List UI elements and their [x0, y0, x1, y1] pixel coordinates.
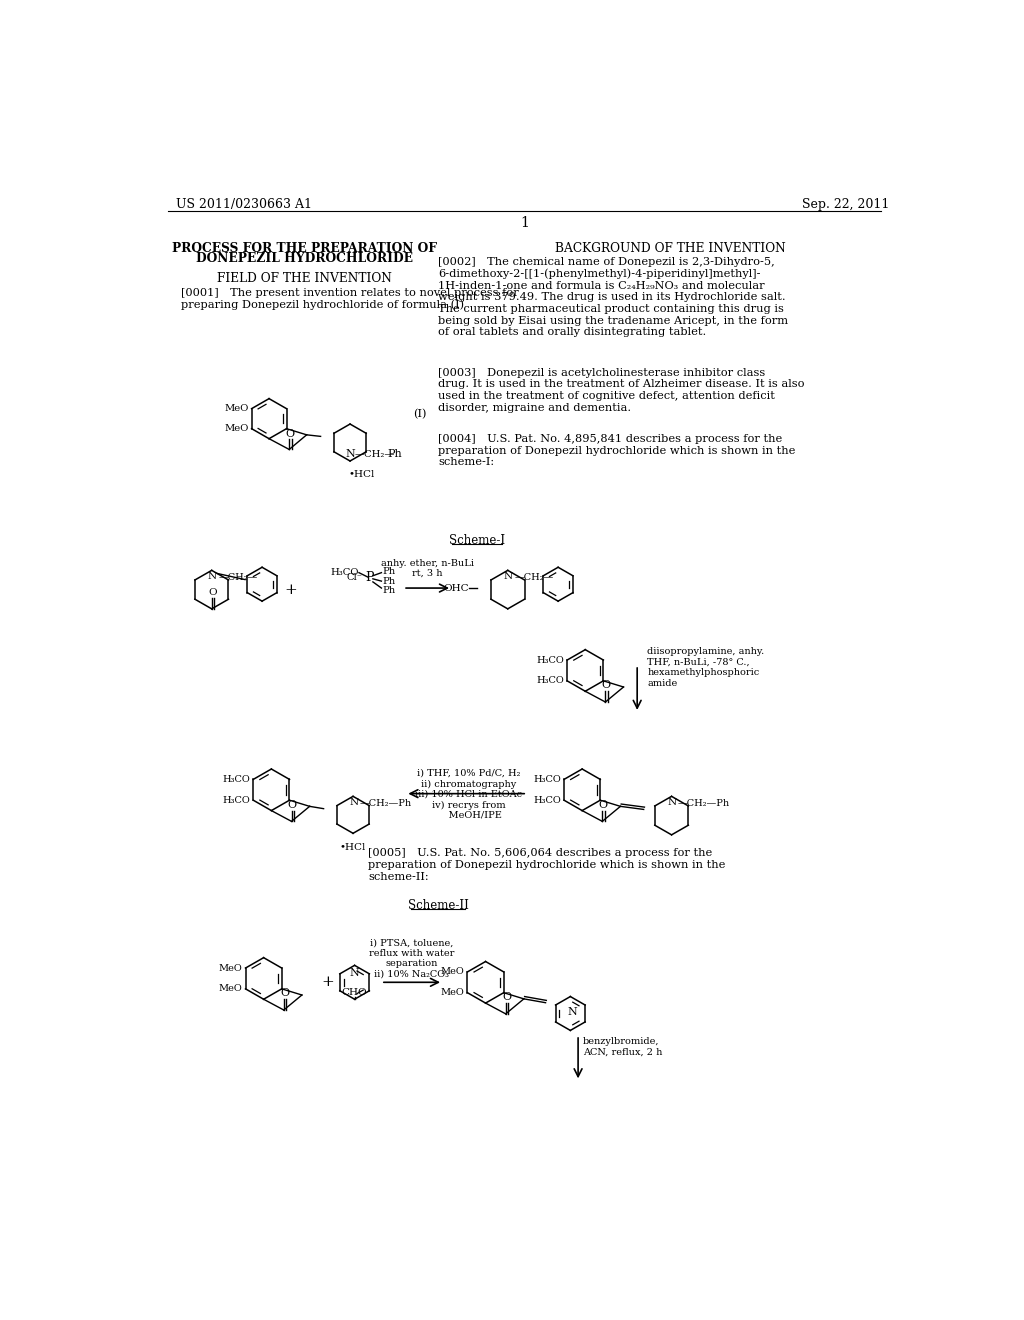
- Text: Cl⁻: Cl⁻: [346, 573, 362, 582]
- Text: DONEPEZIL HYDROCHLORIDE: DONEPEZIL HYDROCHLORIDE: [197, 252, 414, 265]
- Text: BACKGROUND OF THE INVENTION: BACKGROUND OF THE INVENTION: [555, 242, 785, 255]
- Text: [0001] The present invention relates to novel process for
preparing Donepezil hy: [0001] The present invention relates to …: [180, 288, 518, 310]
- Text: —CH₂—: —CH₂—: [354, 450, 395, 459]
- Text: H₃CO: H₃CO: [331, 568, 359, 577]
- Text: PROCESS FOR THE PREPARATION OF: PROCESS FOR THE PREPARATION OF: [172, 242, 437, 255]
- Text: i) PTSA, toluene,
reflux with water
separation
ii) 10% Na₂CO₃: i) PTSA, toluene, reflux with water sepa…: [369, 939, 455, 978]
- Text: O: O: [288, 800, 297, 810]
- Text: H₃CO: H₃CO: [534, 796, 561, 805]
- Text: N: N: [345, 449, 355, 459]
- Text: N: N: [504, 572, 513, 581]
- Text: MeO: MeO: [224, 404, 249, 413]
- Text: +: +: [322, 975, 334, 989]
- Text: H₃CO: H₃CO: [222, 775, 250, 784]
- Text: H₃CO: H₃CO: [537, 656, 564, 664]
- Text: •HCl: •HCl: [340, 842, 367, 851]
- Text: N: N: [208, 572, 217, 581]
- Text: P: P: [366, 570, 374, 583]
- Text: Scheme-II: Scheme-II: [408, 899, 468, 912]
- Text: MeO: MeO: [440, 968, 464, 977]
- Text: [0004] U.S. Pat. No. 4,895,841 describes a process for the
preparation of Donepe: [0004] U.S. Pat. No. 4,895,841 describes…: [438, 434, 796, 467]
- Text: MeO: MeO: [219, 985, 243, 994]
- Text: FIELD OF THE INVENTION: FIELD OF THE INVENTION: [217, 272, 392, 285]
- Text: O: O: [502, 993, 511, 1002]
- Text: —CH₂—: —CH₂—: [515, 573, 554, 582]
- Text: OHC: OHC: [443, 583, 469, 593]
- Text: (I): (I): [414, 409, 427, 420]
- Text: N: N: [668, 797, 677, 807]
- Text: H₃CO: H₃CO: [222, 796, 250, 805]
- Text: O: O: [280, 989, 289, 998]
- Text: MeO: MeO: [219, 964, 243, 973]
- Text: anhy. ether, n-BuLi
rt, 3 h: anhy. ether, n-BuLi rt, 3 h: [381, 558, 474, 578]
- Text: MeO: MeO: [224, 424, 249, 433]
- Text: CHO: CHO: [342, 987, 368, 997]
- Text: Ph: Ph: [387, 449, 402, 459]
- Text: O: O: [598, 800, 607, 810]
- Text: [0003] Donepezil is acetylcholinesterase inhibitor class
drug. It is used in the: [0003] Donepezil is acetylcholinesterase…: [438, 368, 805, 413]
- Text: benzylbromide,
ACN, reflux, 2 h: benzylbromide, ACN, reflux, 2 h: [583, 1038, 663, 1057]
- Text: 1: 1: [520, 216, 529, 230]
- Text: US 2011/0230663 A1: US 2011/0230663 A1: [176, 198, 312, 211]
- Text: [0002] The chemical name of Donepezil is 2,3-Dihydro-5,
6-dimethoxy-2-[[1-(pheny: [0002] The chemical name of Donepezil is…: [438, 257, 788, 337]
- Text: N: N: [567, 1007, 577, 1016]
- Text: •HCl: •HCl: [348, 470, 375, 479]
- Text: O: O: [602, 681, 610, 690]
- Text: —CH₂—Ph: —CH₂—Ph: [359, 799, 412, 808]
- Text: Sep. 22, 2011: Sep. 22, 2011: [802, 198, 890, 211]
- Text: [0005] U.S. Pat. No. 5,606,064 describes a process for the
preparation of Donepe: [0005] U.S. Pat. No. 5,606,064 describes…: [369, 849, 726, 882]
- Text: +: +: [285, 582, 297, 597]
- Text: Ph: Ph: [382, 568, 395, 577]
- Text: i) THF, 10% Pd/C, H₂
ii) chromatography
iii) 10% HCl in EtOAc
iv) recrys from
  : i) THF, 10% Pd/C, H₂ ii) chromatography …: [416, 770, 522, 820]
- Text: Scheme-I: Scheme-I: [449, 535, 505, 548]
- Text: —CH₂—: —CH₂—: [219, 573, 258, 582]
- Text: H₃CO: H₃CO: [534, 775, 561, 784]
- Text: O: O: [208, 589, 217, 598]
- Text: N: N: [350, 968, 359, 978]
- Text: MeO: MeO: [440, 989, 464, 997]
- Text: diisopropylamine, anhy.
THF, n-BuLi, -78° C.,
hexamethylphosphoric
amide: diisopropylamine, anhy. THF, n-BuLi, -78…: [647, 647, 765, 688]
- Text: —CH₂—Ph: —CH₂—Ph: [678, 799, 730, 808]
- Text: Ph: Ph: [382, 577, 395, 586]
- Text: H₃CO: H₃CO: [537, 676, 564, 685]
- Text: Ph: Ph: [382, 586, 395, 595]
- Text: O: O: [286, 429, 295, 438]
- Text: N: N: [349, 797, 358, 807]
